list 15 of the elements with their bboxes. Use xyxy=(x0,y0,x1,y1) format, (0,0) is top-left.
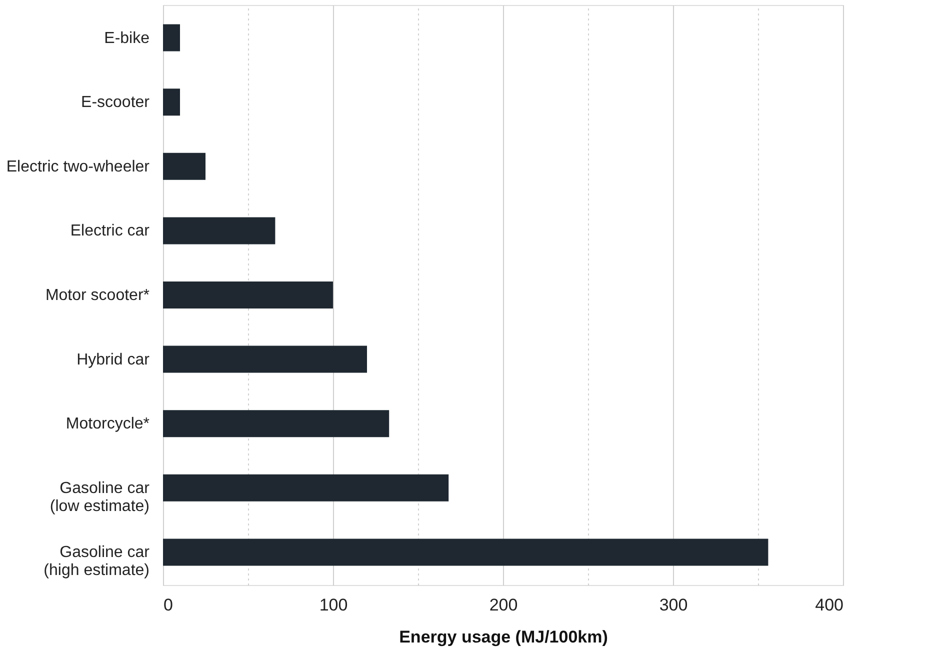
x-tick-label: 0 xyxy=(164,596,173,614)
y-tick-label: Gasoline car (low estimate) xyxy=(50,480,150,515)
y-tick-label: Electric two-wheeler xyxy=(6,158,150,176)
x-tick-label: 100 xyxy=(319,596,348,614)
y-tick-label: Motorcycle* xyxy=(66,416,150,433)
y-tick-label: E-scooter xyxy=(81,94,150,112)
y-tick-label: Hybrid car xyxy=(76,351,150,368)
y-tick-label: Motor scooter* xyxy=(45,287,150,304)
x-tick-label: 400 xyxy=(815,596,844,614)
y-tick-label: Electric car xyxy=(70,222,150,240)
y-tick-label: E-bike xyxy=(104,30,150,47)
x-tick-label: 300 xyxy=(659,596,688,614)
x-axis-title: Energy usage (MJ/100km) xyxy=(399,628,608,646)
x-tick-label: 200 xyxy=(489,596,518,614)
y-tick-label: Gasoline car (high estimate) xyxy=(44,544,150,580)
